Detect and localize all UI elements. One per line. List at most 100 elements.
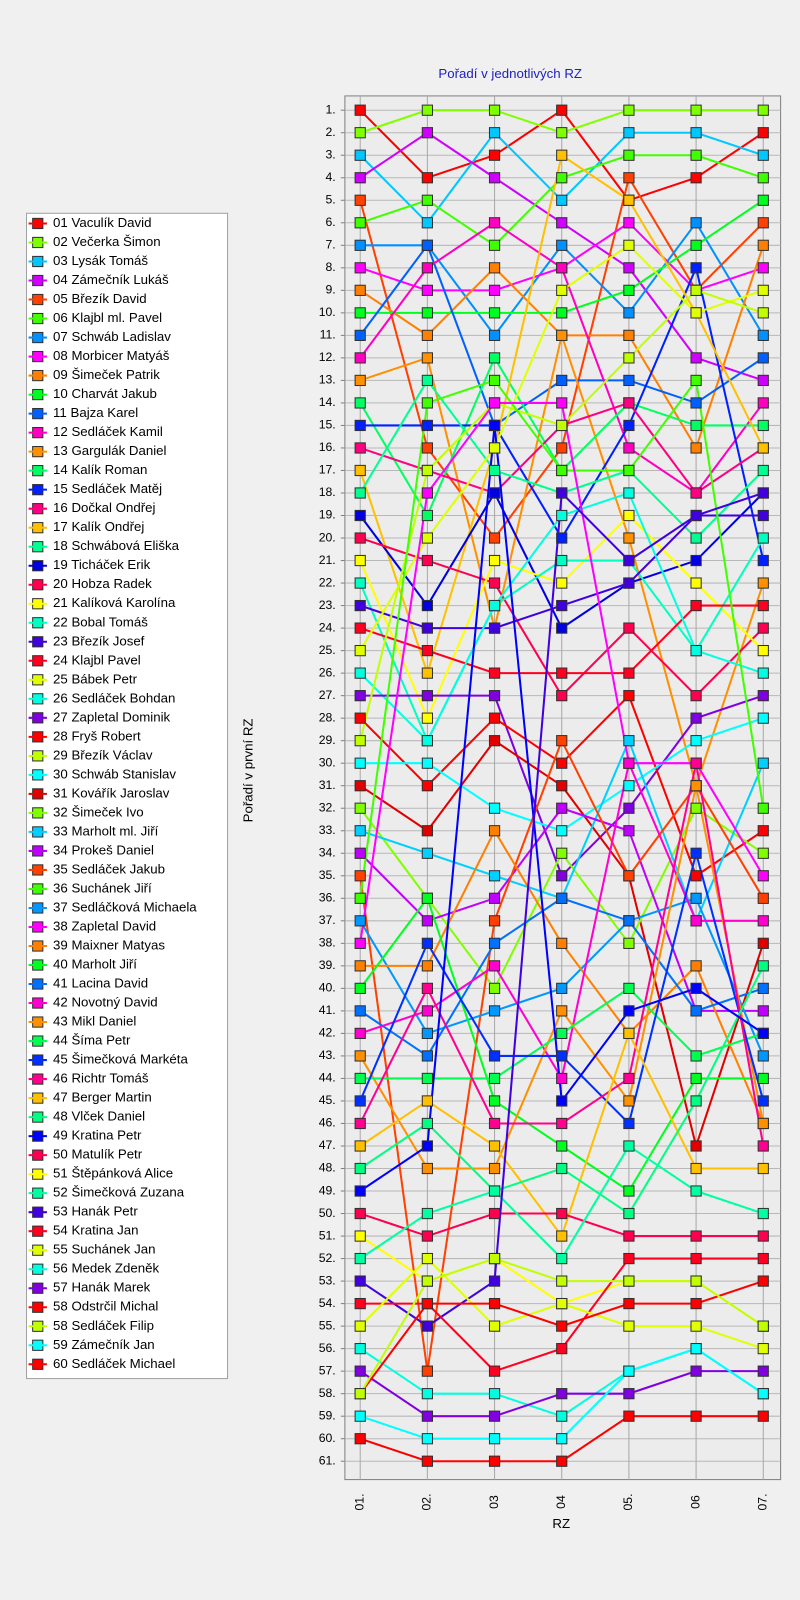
x-tick-label: 04	[554, 1495, 568, 1509]
data-point	[556, 1455, 568, 1467]
data-point	[623, 870, 635, 882]
data-point	[757, 847, 769, 859]
data-point	[623, 307, 635, 319]
data-point	[421, 419, 433, 432]
data-point	[757, 397, 769, 409]
data-point	[354, 487, 366, 499]
y-tick-label: 28.	[319, 710, 336, 724]
data-point	[690, 847, 702, 859]
data-point	[488, 1140, 501, 1152]
data-point	[421, 442, 433, 454]
data-point	[354, 1005, 366, 1017]
y-tick-label: 61.	[319, 1453, 336, 1467]
data-point	[623, 1365, 635, 1377]
data-point	[421, 352, 433, 364]
legend-label: 27 Zapletal Dominik	[53, 709, 170, 724]
data-point	[421, 757, 433, 769]
data-point	[623, 1230, 635, 1242]
y-tick-label: 51.	[319, 1228, 336, 1242]
data-point	[421, 1388, 433, 1400]
y-tick-label: 19.	[319, 508, 336, 522]
data-point	[354, 419, 366, 432]
data-point	[421, 487, 433, 499]
data-point	[488, 1320, 501, 1332]
legend-label: 38 Zapletal David	[53, 918, 156, 933]
data-point	[488, 667, 501, 679]
data-point	[623, 1095, 635, 1107]
data-point	[690, 374, 702, 387]
data-point	[556, 419, 568, 432]
data-point	[421, 194, 433, 206]
x-tick-label: 06	[688, 1495, 702, 1509]
data-point	[421, 1410, 433, 1422]
data-point	[623, 1320, 635, 1332]
data-point	[623, 419, 635, 432]
markers	[354, 104, 769, 1467]
data-point	[757, 757, 769, 769]
data-point	[623, 1117, 635, 1130]
legend-label: 58 Odstrčil Michal	[53, 1299, 158, 1314]
y-tick-label: 47.	[319, 1138, 336, 1152]
y-tick-label: 57.	[319, 1363, 336, 1377]
data-point	[421, 1140, 433, 1152]
data-point	[757, 1252, 769, 1265]
data-point	[354, 352, 366, 364]
y-tick-label: 22.	[319, 575, 336, 589]
data-point	[690, 1050, 702, 1062]
data-point	[488, 915, 501, 927]
data-point	[757, 352, 769, 364]
data-point	[623, 464, 635, 477]
data-point	[757, 892, 769, 904]
data-point	[556, 757, 568, 769]
data-point	[757, 1005, 769, 1017]
data-point	[488, 1072, 501, 1085]
data-point	[757, 1027, 769, 1040]
data-point	[488, 1455, 501, 1467]
data-point	[690, 352, 702, 364]
data-point	[623, 172, 635, 184]
data-point	[488, 892, 501, 904]
data-point	[556, 127, 568, 139]
data-point	[421, 532, 433, 544]
y-tick-label: 24.	[319, 620, 336, 634]
y-tick-label: 7.	[325, 238, 335, 252]
data-point	[488, 690, 501, 702]
data-point	[421, 464, 433, 477]
data-point	[556, 735, 568, 747]
data-point	[757, 1410, 769, 1422]
data-point	[623, 1207, 635, 1220]
data-point	[354, 599, 366, 612]
legend-label: 18 Schwábová Eliška	[53, 538, 180, 553]
data-point	[421, 1072, 433, 1085]
y-tick-label: 37.	[319, 913, 336, 927]
legend-label: 51 Štěpánková Alice	[53, 1166, 173, 1181]
data-point	[690, 397, 702, 409]
data-point	[488, 1095, 501, 1107]
data-point	[488, 532, 501, 544]
data-point	[556, 622, 568, 634]
legend-label: 45 Šimečková Markéta	[53, 1052, 188, 1067]
legend-label: 33 Marholt ml. Jiří	[53, 823, 159, 838]
legend-label: 25 Bábek Petr	[53, 671, 138, 686]
data-point	[488, 262, 501, 274]
data-point	[690, 127, 702, 139]
data-point	[690, 1185, 702, 1197]
data-point	[757, 1162, 769, 1175]
data-point	[690, 284, 702, 296]
data-point	[421, 960, 433, 972]
legend-label: 15 Sedláček Matěj	[53, 481, 162, 496]
data-point	[690, 1072, 702, 1085]
data-point	[488, 982, 501, 994]
legend-label: 22 Bobal Tomáš	[53, 614, 148, 629]
legend-label: 13 Gargulák Daniel	[53, 443, 166, 458]
axes: 1. 2. 3. 4. 5. 6. 7. 8. 9. 10. 11. 12. 13. 14. 15. 16. 1…	[319, 102, 770, 1510]
data-point	[556, 487, 568, 499]
legend-label: 21 Kalíková Karolína	[53, 595, 176, 610]
data-point	[757, 532, 769, 544]
data-point	[354, 1185, 366, 1197]
legend-label: 20 Hobza Radek	[53, 576, 152, 591]
data-point	[556, 1005, 568, 1017]
legend-label: 30 Schwáb Stanislav	[53, 766, 176, 781]
data-point	[757, 802, 769, 814]
